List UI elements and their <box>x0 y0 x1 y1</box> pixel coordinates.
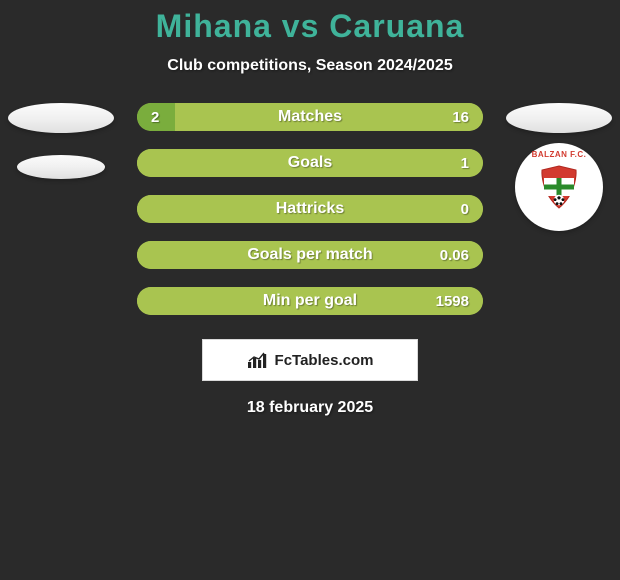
bar-value-right: 1598 <box>436 293 469 310</box>
left-badge-column <box>8 103 114 179</box>
club-badge: BALZAN F.C. <box>515 143 603 231</box>
bar-value-right: 1 <box>461 155 469 172</box>
bar-label: Goals per match <box>137 246 483 264</box>
bar-value-right: 0 <box>461 201 469 218</box>
bar-value-right: 16 <box>452 109 469 126</box>
stat-bar: Goals1 <box>137 149 483 177</box>
stat-bar: Min per goal1598 <box>137 287 483 315</box>
brand-box: FcTables.com <box>202 339 418 381</box>
page-title: Mihana vs Caruana <box>0 8 620 45</box>
placeholder-oval-icon <box>8 103 114 133</box>
stat-bars: 2Matches16 Goals1 Hattricks0 Goals per matc… <box>137 103 483 315</box>
bar-label: Min per goal <box>137 292 483 310</box>
stat-bar: Goals per match0.06 <box>137 241 483 269</box>
stat-bar: 2Matches16 <box>137 103 483 131</box>
stat-bar: Hattricks0 <box>137 195 483 223</box>
shield-icon <box>538 164 580 210</box>
bar-chart-icon <box>247 351 269 369</box>
club-badge-inner: BALZAN F.C. <box>526 154 592 220</box>
placeholder-oval-icon <box>17 155 105 179</box>
date-text: 18 february 2025 <box>0 399 620 417</box>
subtitle: Club competitions, Season 2024/2025 <box>0 57 620 75</box>
right-badge-column: BALZAN F.C. <box>506 103 612 231</box>
bar-label: Matches <box>137 108 483 126</box>
infographic-container: Mihana vs Caruana Club competitions, Sea… <box>0 0 620 580</box>
brand-text: FcTables.com <box>275 352 374 369</box>
bar-label: Hattricks <box>137 200 483 218</box>
bar-label: Goals <box>137 154 483 172</box>
stats-area: BALZAN F.C. <box>0 103 620 315</box>
club-name-arc: BALZAN F.C. <box>532 150 587 159</box>
placeholder-oval-icon <box>506 103 612 133</box>
bar-value-right: 0.06 <box>440 247 469 264</box>
